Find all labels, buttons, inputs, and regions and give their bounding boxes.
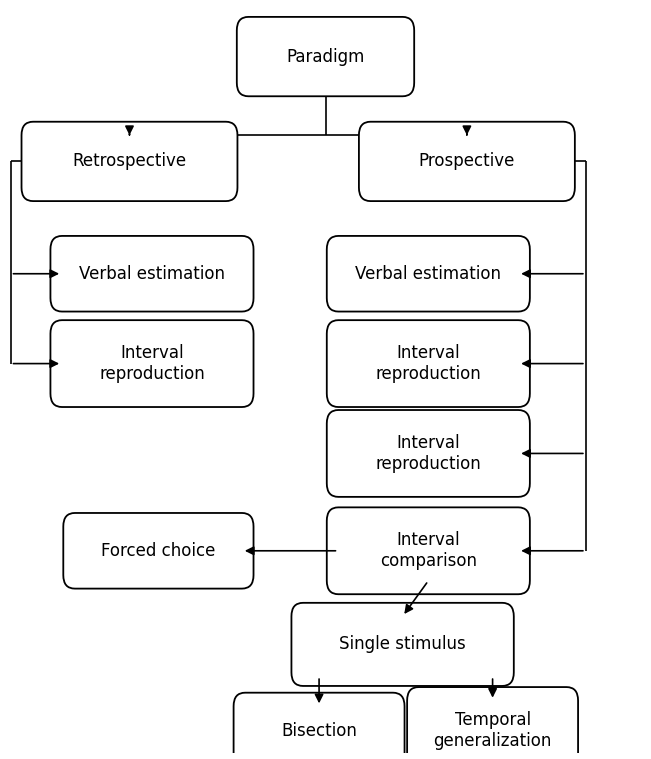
Text: Retrospective: Retrospective xyxy=(72,153,187,171)
Text: Interval
reproduction: Interval reproduction xyxy=(376,434,481,473)
Text: Verbal estimation: Verbal estimation xyxy=(79,265,225,283)
Text: Interval
reproduction: Interval reproduction xyxy=(376,344,481,383)
Text: Interval
reproduction: Interval reproduction xyxy=(99,344,205,383)
Text: Verbal estimation: Verbal estimation xyxy=(355,265,501,283)
Text: Single stimulus: Single stimulus xyxy=(339,635,466,653)
FancyBboxPatch shape xyxy=(63,513,253,589)
Text: Prospective: Prospective xyxy=(419,153,515,171)
FancyBboxPatch shape xyxy=(237,17,414,96)
FancyBboxPatch shape xyxy=(292,603,514,686)
FancyBboxPatch shape xyxy=(50,320,253,407)
FancyBboxPatch shape xyxy=(407,687,578,759)
FancyBboxPatch shape xyxy=(327,507,530,594)
FancyBboxPatch shape xyxy=(327,410,530,497)
FancyBboxPatch shape xyxy=(234,693,404,759)
FancyBboxPatch shape xyxy=(21,121,238,201)
FancyBboxPatch shape xyxy=(327,320,530,407)
Text: Bisection: Bisection xyxy=(281,722,357,739)
Text: Interval
comparison: Interval comparison xyxy=(380,531,477,570)
Text: Paradigm: Paradigm xyxy=(286,48,365,65)
Text: Temporal
generalization: Temporal generalization xyxy=(434,711,552,750)
FancyBboxPatch shape xyxy=(359,121,575,201)
FancyBboxPatch shape xyxy=(50,236,253,311)
FancyBboxPatch shape xyxy=(327,236,530,311)
Text: Forced choice: Forced choice xyxy=(101,542,215,560)
